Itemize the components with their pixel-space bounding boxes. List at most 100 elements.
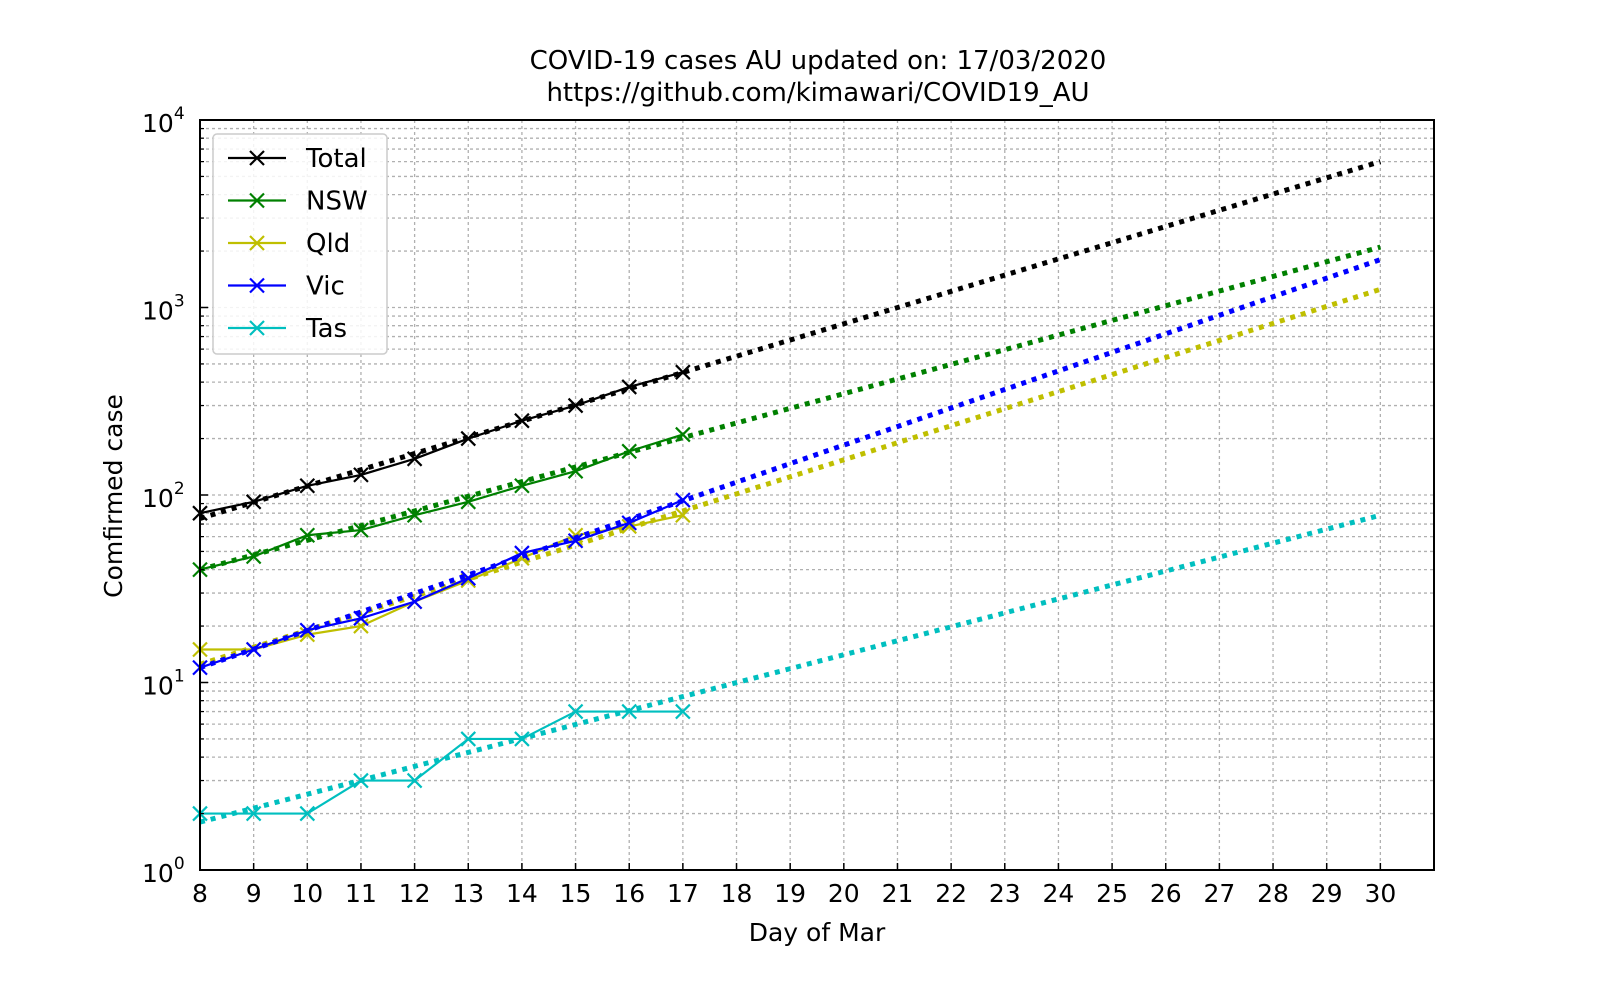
data-point-nsw: [567, 463, 584, 479]
data-point-total: [299, 477, 316, 494]
y-tick-exponent: 1: [174, 667, 185, 687]
x-tick-label: 21: [882, 879, 914, 908]
data-point-vic: [245, 641, 262, 658]
x-tick-label: 25: [1096, 879, 1128, 908]
x-tick-label: 30: [1364, 879, 1396, 908]
y-tick-exponent: 4: [174, 104, 185, 124]
trend-line-qld: [199, 286, 1382, 667]
y-tick-label: 103: [142, 292, 185, 326]
legend-marker-qld: [249, 235, 265, 251]
legend-marker-tas: [249, 320, 265, 336]
series-total: [192, 159, 1382, 521]
y-tick-base: 10: [142, 859, 174, 888]
series-line-nsw: [199, 433, 684, 571]
grid: [199, 119, 1434, 871]
x-tick-label: 12: [399, 879, 431, 908]
data-point-nsw: [406, 507, 423, 524]
y-tick-base: 10: [142, 297, 174, 326]
x-axis-label: Day of Mar: [749, 918, 886, 947]
data-point-total: [567, 397, 584, 414]
y-tick-base: 10: [142, 672, 174, 701]
series-line-tas: [200, 710, 683, 815]
data-point-vic: [299, 622, 316, 639]
data-point-total: [675, 364, 691, 380]
x-tick-label: 15: [560, 879, 592, 908]
data-point-qld: [353, 618, 369, 634]
data-point-vic: [621, 515, 637, 531]
x-tick-label: 27: [1203, 879, 1235, 908]
data-point-total: [353, 467, 369, 483]
x-tick-label: 18: [721, 879, 753, 908]
data-point-tas: [406, 772, 423, 789]
data-point-tas: [514, 731, 530, 747]
axis-ticks: 8 9 10 11 12 13 14 15 16 17 18 19 20 21 22 23 24 25 26 27 28…: [142, 104, 1396, 908]
legend-label-nsw: NSW: [306, 187, 368, 217]
x-tick-label: 29: [1311, 879, 1343, 908]
y-tick-label: 101: [142, 667, 185, 701]
data-point-nsw: [675, 426, 691, 443]
x-tick-label: 22: [935, 879, 967, 908]
data-point-tas: [460, 731, 477, 747]
x-tick-label: 23: [989, 879, 1021, 908]
legend-marker-vic: [249, 277, 265, 294]
chart-subtitle-line: https://github.com/kimawari/COVID19_AU: [546, 78, 1089, 108]
legend-marker-nsw: [249, 192, 265, 209]
x-tick-label: 16: [613, 879, 645, 908]
data-point-vic: [406, 593, 423, 610]
trend-line-total: [199, 159, 1382, 521]
data-point-total: [514, 412, 530, 429]
y-tick-label: 102: [142, 479, 185, 513]
series-line-total: [199, 371, 684, 515]
data-point-nsw: [460, 494, 477, 510]
data-point-nsw: [299, 527, 316, 544]
data-point-total: [460, 430, 477, 447]
x-tick-label: 9: [246, 879, 262, 908]
data-point-vic: [460, 570, 477, 586]
data-point-tas: [353, 772, 369, 789]
series-vic: [192, 257, 1382, 676]
data-point-total: [621, 379, 637, 395]
data-point-tas: [299, 805, 316, 822]
legend-box: [212, 133, 388, 355]
data-point-nsw: [353, 522, 369, 538]
data-point-tas: [567, 703, 584, 720]
data-point-tas: [245, 805, 262, 822]
data-point-vic: [675, 492, 691, 508]
series-layer: [192, 159, 1382, 825]
x-tick-label: 26: [1150, 879, 1182, 908]
data-point-tas: [621, 703, 637, 720]
series-line-vic: [199, 499, 684, 669]
y-tick-exponent: 0: [174, 854, 185, 874]
x-tick-label: 17: [667, 879, 699, 908]
x-tick-label: 28: [1257, 879, 1289, 908]
data-point-tas: [675, 703, 691, 720]
data-point-vic: [514, 545, 530, 561]
y-axis-label: Comfirmed case: [99, 394, 128, 598]
y-tick-base: 10: [142, 484, 174, 513]
y-tick-exponent: 3: [174, 292, 185, 312]
data-point-total: [245, 494, 262, 510]
legend: Total NSW Qld Vic Tas: [212, 133, 388, 355]
x-tick-label: 20: [828, 879, 860, 908]
chart-title-line: COVID-19 cases AU updated on: 17/03/2020: [530, 46, 1107, 76]
legend-label-total: Total: [305, 144, 367, 174]
x-tick-label: 19: [774, 879, 806, 908]
x-tick-label: 11: [345, 879, 377, 908]
series-tas: [192, 512, 1381, 825]
y-tick-exponent: 2: [174, 479, 185, 499]
x-tick-label: 14: [506, 879, 538, 908]
y-tick-label: 104: [142, 104, 185, 138]
x-tick-label: 10: [291, 879, 323, 908]
x-tick-label: 8: [192, 879, 208, 908]
legend-label-tas: Tas: [305, 314, 347, 344]
legend-label-vic: Vic: [306, 272, 345, 302]
data-point-nsw: [514, 477, 530, 494]
chart-title: COVID-19 cases AU updated on: 17/03/2020…: [530, 46, 1107, 108]
data-point-vic: [353, 610, 369, 627]
data-point-qld: [675, 507, 691, 524]
data-point-total: [406, 451, 423, 467]
data-point-vic: [567, 532, 584, 549]
x-tick-label: 24: [1043, 879, 1075, 908]
data-point-nsw: [621, 443, 637, 460]
data-point-nsw: [245, 548, 262, 565]
